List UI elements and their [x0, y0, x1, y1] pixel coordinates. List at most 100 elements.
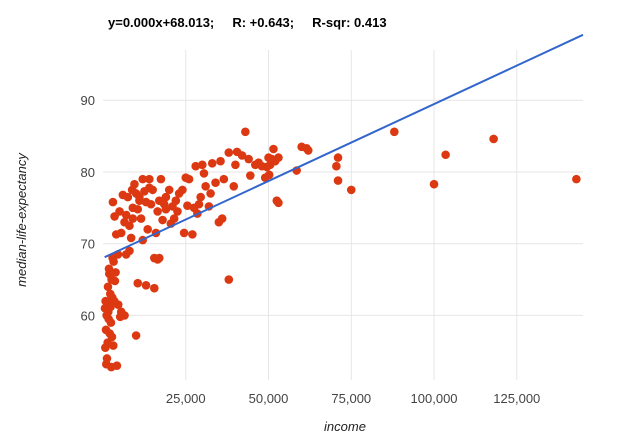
- data-point: [145, 183, 154, 193]
- data-point: [174, 189, 184, 198]
- data-point: [164, 185, 174, 195]
- data-point: [206, 189, 215, 198]
- data-point: [121, 210, 131, 220]
- data-point: [269, 144, 278, 154]
- data-point: [106, 362, 116, 372]
- data-point: [126, 233, 136, 243]
- x-axis-label: income: [324, 419, 366, 434]
- data-points: [100, 127, 581, 372]
- data-point: [108, 253, 117, 263]
- data-point: [489, 134, 498, 144]
- data-point: [332, 161, 341, 171]
- chart-title: y=0.000x+68.013; R: +0.643; R-sqr: 0.413: [108, 15, 387, 30]
- data-point: [141, 197, 151, 207]
- data-point: [217, 214, 227, 223]
- data-point: [196, 192, 205, 202]
- data-point: [199, 169, 209, 178]
- data-point: [101, 296, 110, 306]
- data-point: [133, 278, 143, 288]
- data-point: [211, 178, 220, 188]
- data-point: [107, 332, 117, 342]
- y-tick-label: 70: [81, 237, 95, 252]
- data-point: [121, 250, 131, 259]
- data-point: [250, 160, 260, 170]
- data-point: [104, 269, 114, 279]
- x-tick-label: 125,000: [493, 391, 540, 406]
- data-point: [101, 343, 110, 353]
- data-point: [207, 159, 217, 168]
- data-point: [127, 185, 137, 195]
- gridlines: [103, 50, 583, 380]
- data-point: [429, 179, 439, 189]
- data-point: [272, 196, 282, 205]
- data-point: [156, 174, 166, 184]
- data-point: [104, 314, 113, 324]
- data-point: [297, 142, 306, 152]
- data-point: [257, 161, 267, 171]
- data-point: [154, 253, 164, 263]
- trendline-layer: [104, 33, 584, 259]
- data-point: [128, 214, 138, 223]
- data-point: [244, 154, 253, 164]
- data-point: [231, 160, 240, 170]
- data-point: [154, 196, 164, 205]
- data-point: [103, 282, 113, 292]
- data-point: [173, 207, 182, 216]
- data-point: [153, 207, 162, 216]
- data-point: [232, 147, 242, 157]
- y-tick-label: 60: [81, 308, 95, 323]
- data-point: [198, 160, 207, 170]
- data-point: [143, 225, 152, 234]
- data-point: [111, 230, 121, 239]
- data-point: [108, 341, 118, 350]
- data-point: [138, 174, 148, 184]
- data-point: [246, 171, 255, 180]
- data-point: [216, 156, 225, 166]
- data-point: [441, 150, 450, 160]
- data-point: [110, 212, 119, 221]
- data-point: [136, 214, 146, 223]
- x-tick-label: 25,000: [166, 391, 206, 406]
- data-point: [145, 174, 154, 184]
- data-point: [264, 170, 274, 180]
- data-point: [135, 196, 144, 205]
- trendline: [104, 33, 584, 259]
- data-point: [181, 173, 191, 182]
- data-point: [110, 276, 120, 286]
- data-point: [106, 302, 115, 312]
- data-point: [333, 176, 343, 185]
- data-point: [224, 275, 234, 284]
- data-point: [115, 312, 125, 322]
- data-point: [188, 230, 197, 239]
- data-point: [128, 203, 138, 213]
- data-point: [189, 203, 199, 213]
- data-point: [108, 197, 118, 207]
- data-point: [131, 331, 141, 340]
- data-point: [264, 153, 273, 162]
- y-tick-label: 90: [81, 93, 95, 108]
- tick-labels: 60 70 80 90 25,000 50,000 75,000 100,000 125,000: [81, 93, 541, 406]
- data-point: [241, 127, 250, 137]
- data-point: [229, 182, 239, 191]
- data-point: [161, 204, 171, 214]
- data-point: [191, 161, 200, 171]
- data-point: [141, 281, 151, 290]
- data-point: [390, 127, 399, 137]
- data-point: [113, 300, 123, 309]
- x-tick-label: 100,000: [411, 391, 458, 406]
- data-point: [101, 325, 111, 335]
- data-point: [120, 217, 129, 227]
- data-point: [161, 192, 171, 202]
- data-point: [572, 174, 581, 184]
- x-tick-label: 75,000: [331, 391, 371, 406]
- x-tick-label: 50,000: [249, 391, 289, 406]
- data-point: [158, 215, 167, 225]
- data-point: [201, 182, 210, 191]
- y-tick-label: 80: [81, 165, 95, 180]
- data-point: [224, 148, 234, 157]
- data-point: [219, 174, 229, 184]
- data-point: [333, 153, 343, 162]
- data-point: [150, 283, 159, 293]
- data-point: [118, 190, 128, 200]
